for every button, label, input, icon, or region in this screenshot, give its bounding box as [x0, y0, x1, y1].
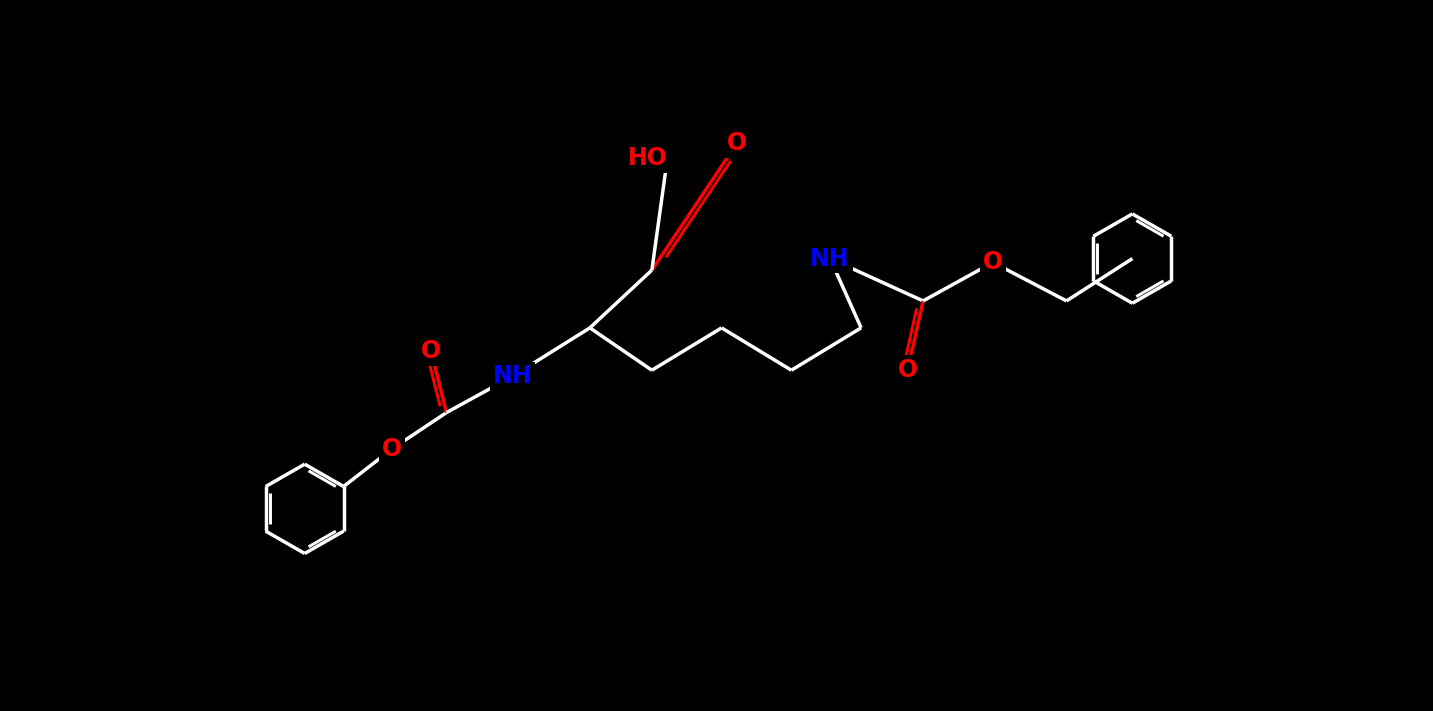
Text: NH: NH	[493, 364, 532, 388]
Text: HO: HO	[628, 146, 668, 171]
Text: O: O	[727, 131, 747, 155]
Text: O: O	[383, 437, 403, 461]
Text: O: O	[897, 358, 917, 383]
Text: NH: NH	[811, 247, 850, 271]
Text: O: O	[421, 339, 441, 363]
Text: O: O	[983, 250, 1003, 274]
